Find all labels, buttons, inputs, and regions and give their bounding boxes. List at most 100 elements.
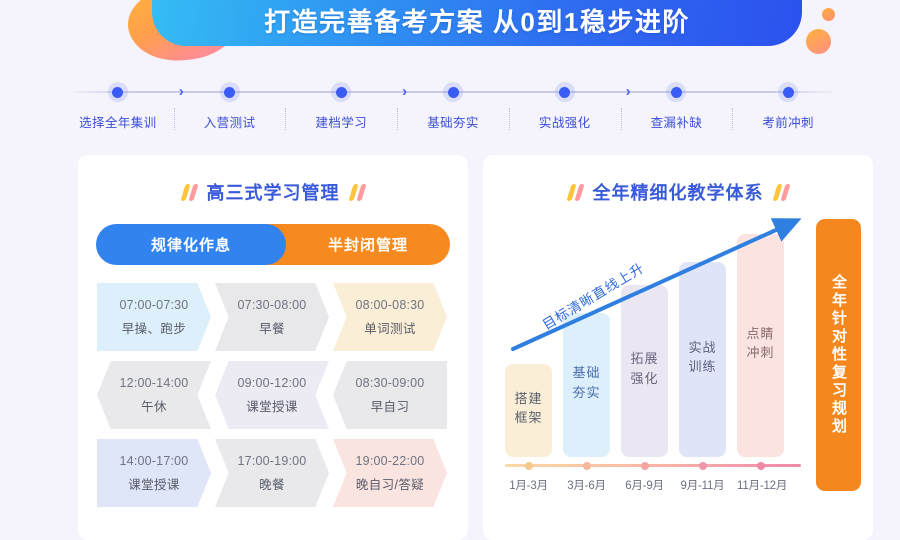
schedule-card[interactable]: 12:00-14:00 午休 (97, 361, 211, 429)
chart-bars: 搭建 框架 基础 夯实 拓展 强化 实战 训练 点睛 冲刺 (505, 225, 801, 457)
page-title: 打造完善备考方案 从0到1稳步进阶 (264, 7, 690, 37)
chart-bar-label: 强化 (630, 370, 659, 386)
timeline-step-label: 实战强化 (538, 116, 591, 130)
timeline-step[interactable]: 入营测试 (174, 78, 287, 134)
timeline-steps: 选择全年集训 › 入营测试 建档学习 › 基础夯实 实战强化 › 查漏补缺 考前冲刺 (62, 78, 844, 134)
timeline-divider (285, 108, 287, 130)
timeline-step[interactable]: 选择全年集训 › (62, 78, 184, 134)
timeline-step-label: 入营测试 (203, 116, 256, 130)
chart-bar: 实战 训练 (679, 262, 726, 457)
slash-decor-icon (347, 183, 367, 201)
schedule-card[interactable]: 14:00-17:00 课堂授课 (97, 439, 211, 507)
schedule-card-activity: 早操、跑步 (121, 321, 187, 336)
chart-bar: 点睛 冲刺 (737, 234, 784, 457)
chart-axis-dot (582, 461, 591, 470)
chart-axis-tick-label: 11月-12月 (737, 480, 788, 492)
schedule-card[interactable]: 07:30-08:00 早餐 (215, 283, 329, 351)
timeline-step-label: 选择全年集训 (79, 116, 157, 130)
schedule-card-activity: 早自习 (370, 399, 410, 414)
chart-axis-dot (524, 461, 533, 470)
timeline-dot-icon (666, 82, 687, 102)
chevron-right-icon: › (402, 83, 408, 100)
timeline-step[interactable]: 考前冲刺 (732, 78, 844, 134)
timeline-dot-icon (107, 82, 128, 102)
schedule-card[interactable]: 08:30-09:00 早自习 (333, 361, 447, 429)
chart-bar-label: 框架 (514, 410, 543, 426)
timeline-divider (508, 108, 510, 130)
chart-bar-label: 基础 (572, 365, 601, 381)
schedule-card-activity: 午休 (141, 399, 167, 414)
summary-bar: 全年针对性复习规划 (816, 219, 861, 491)
timeline-divider (732, 108, 734, 130)
schedule-card-time: 08:30-09:00 (355, 375, 425, 390)
schedule-card-time: 14:00-17:00 (119, 453, 189, 468)
chart-bar-label: 夯实 (572, 384, 601, 400)
decorative-dot-large (806, 29, 831, 54)
timeline-step[interactable]: 实战强化 › (509, 78, 631, 134)
chart-bar-label: 训练 (688, 359, 717, 375)
chart-axis-dot (640, 461, 649, 470)
schedule-card-activity: 晚自习/答疑 (355, 477, 425, 492)
timeline-step-label: 考前冲刺 (762, 116, 814, 130)
timeline-step[interactable]: 基础夯实 (397, 78, 510, 134)
timeline-dot-icon (443, 82, 464, 102)
schedule-card[interactable]: 09:00-12:00 课堂授课 (215, 361, 329, 429)
summary-bar-label: 全年针对性复习规划 (830, 274, 847, 436)
slash-decor-icon (771, 183, 791, 201)
schedule-row: 12:00-14:00 午休 09:00-12:00 课堂授课 08:30-09:00 早… (97, 361, 449, 429)
timeline-dot-icon (219, 82, 240, 102)
schedule-card-activity: 晚餐 (259, 477, 285, 492)
schedule-card[interactable]: 17:00-19:00 晚餐 (215, 439, 329, 507)
schedule-mode-toggle[interactable]: 半封闭管理 规律化作息 (96, 224, 450, 265)
right-panel-header: 全年精细化教学体系 (483, 155, 873, 205)
schedule-card-activity: 早餐 (259, 321, 285, 336)
toggle-right-label: 半封闭管理 (327, 237, 408, 254)
chart-axis-tick-label: 9月-11月 (680, 480, 725, 492)
schedule-card-activity: 课堂授课 (246, 399, 298, 414)
schedule-card[interactable]: 07:00-07:30 早操、跑步 (97, 283, 211, 351)
left-panel-header: 高三式学习管理 (78, 155, 468, 205)
toggle-left-label: 规律化作息 (150, 237, 231, 254)
schedule-row: 14:00-17:00 课堂授课 17:00-19:00 晚餐 19:00-22:00 晚… (97, 439, 449, 507)
banner-pill: 打造完善备考方案 从0到1稳步进阶 (152, 0, 802, 46)
study-management-panel: 高三式学习管理 半封闭管理 规律化作息 07:00-07:30 早操、跑步 07:3… (78, 155, 468, 540)
chart-bar-label: 冲刺 (746, 345, 775, 361)
schedule-card-time: 08:00-08:30 (355, 297, 425, 312)
schedule-card-time: 17:00-19:00 (237, 453, 307, 468)
chart-bar-label: 拓展 (630, 351, 659, 367)
header-banner: 打造完善备考方案 从0到1稳步进阶 (0, 0, 900, 66)
chart-bar: 基础 夯实 (563, 313, 610, 457)
process-timeline: 选择全年集训 › 入营测试 建档学习 › 基础夯实 实战强化 › 查漏补缺 考前冲刺 (62, 78, 844, 134)
daily-schedule-grid: 07:00-07:30 早操、跑步 07:30-08:00 早餐 08:00-08:30… (97, 283, 449, 507)
chart-axis-dot (698, 461, 707, 470)
schedule-card-time: 07:30-08:00 (237, 297, 307, 312)
chart-axis-tick-label: 1月-3月 (509, 480, 548, 492)
toggle-option-routine[interactable]: 规律化作息 (96, 224, 286, 265)
slash-decor-icon (179, 183, 199, 201)
right-panel-title: 全年精细化教学体系 (592, 183, 764, 203)
timeline-divider (397, 108, 399, 130)
schedule-card-time: 09:00-12:00 (237, 375, 307, 390)
left-panel-title: 高三式学习管理 (206, 183, 340, 203)
timeline-step[interactable]: 查漏补缺 (621, 78, 734, 134)
timeline-dot-icon (778, 82, 799, 102)
chart-bar-label: 搭建 (514, 390, 543, 406)
timeline-step[interactable]: 建档学习 › (285, 78, 407, 134)
chevron-right-icon: › (178, 83, 184, 100)
schedule-card-time: 12:00-14:00 (119, 375, 189, 390)
timeline-step-label: 基础夯实 (427, 116, 479, 130)
chart-bar-label: 点睛 (746, 325, 775, 341)
schedule-card[interactable]: 19:00-22:00 晚自习/答疑 (333, 439, 447, 507)
schedule-card-activity: 单词测试 (364, 321, 416, 336)
schedule-row: 07:00-07:30 早操、跑步 07:30-08:00 早餐 08:00-08:30… (97, 283, 449, 351)
chevron-right-icon: › (625, 83, 631, 100)
timeline-step-label: 查漏补缺 (650, 116, 703, 130)
decorative-dot-small (822, 8, 835, 21)
chart-bar-label: 实战 (688, 339, 717, 355)
chart-bar: 搭建 框架 (505, 364, 552, 457)
slash-decor-icon (565, 183, 585, 201)
schedule-card[interactable]: 08:00-08:30 单词测试 (333, 283, 447, 351)
schedule-card-time: 19:00-22:00 (355, 453, 425, 468)
timeline-divider (173, 108, 175, 130)
chart-axis-tick-label: 3月-6月 (567, 480, 606, 492)
